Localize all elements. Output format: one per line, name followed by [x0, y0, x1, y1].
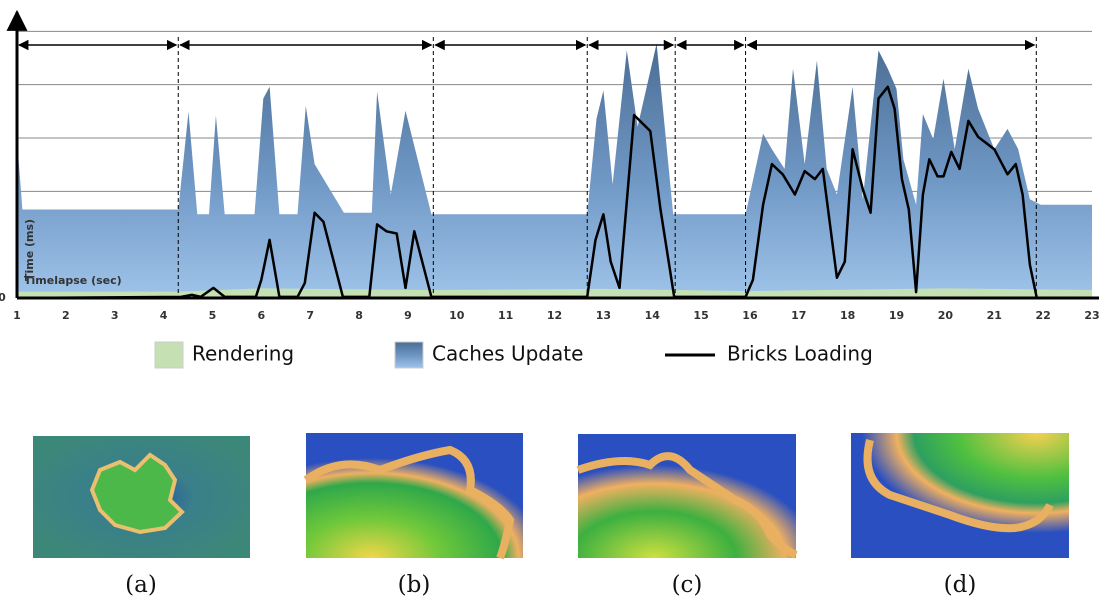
- x-tick-label: 1: [13, 309, 21, 322]
- panel-caption: (a): [125, 572, 157, 598]
- x-tick-label: 14: [645, 309, 661, 322]
- x-tick-label: 10: [449, 309, 465, 322]
- fractal-edge: [863, 439, 1054, 533]
- line: [16, 85, 1092, 300]
- fractal-edge: [576, 452, 798, 559]
- area: [17, 288, 1092, 298]
- x-tick-label: 22: [1035, 309, 1050, 322]
- legend-label: Caches Update: [432, 342, 583, 366]
- panel-images: [33, 433, 1069, 560]
- x-tick-label: 8: [355, 309, 363, 322]
- plot-area: 01 2 3 4 5 6 7 8 9 10 11 12 13 14 15 16 17 18 19 20 21 22 23Re…: [0, 9, 1099, 369]
- x-tick-label: 20: [938, 309, 954, 322]
- x-tick-label: 21: [987, 309, 1002, 322]
- x-tick-label: 11: [498, 309, 513, 322]
- panel-image: [578, 434, 796, 558]
- y-tick-label: 0: [0, 291, 6, 304]
- legend-label: Rendering: [192, 342, 294, 366]
- panel-caption: (b): [398, 572, 431, 598]
- panel-caption: (c): [672, 572, 703, 598]
- x-tick-label: 5: [209, 309, 217, 322]
- fractal-edge: [303, 445, 515, 560]
- legend-label: Bricks Loading: [727, 342, 873, 366]
- x-tick-label: 23: [1084, 309, 1099, 322]
- x-tick-label: 9: [404, 309, 412, 322]
- x-tick-label: 13: [596, 309, 611, 322]
- x-tick-label: 15: [693, 309, 708, 322]
- y-axis-label: Time (ms): [23, 219, 36, 281]
- legend-swatch: [394, 341, 424, 369]
- x-tick-label: 2: [62, 309, 70, 322]
- panel-caption: (d): [944, 572, 977, 598]
- fractal-shape: [89, 452, 185, 535]
- x-tick-label: 17: [791, 309, 806, 322]
- x-tick-label: 16: [742, 309, 758, 322]
- legend-swatch: [154, 341, 184, 369]
- x-tick-label: 19: [889, 309, 904, 322]
- x-tick-label: 6: [257, 309, 265, 322]
- x-axis-label: Timelapse (sec): [24, 274, 122, 287]
- panel-image: [306, 433, 523, 558]
- x-tick-label: 7: [306, 309, 314, 322]
- x-tick-label: 18: [840, 309, 855, 322]
- x-tick-label: 4: [160, 309, 168, 322]
- x-tick-label: 12: [547, 309, 562, 322]
- x-tick-label: 3: [111, 309, 119, 322]
- area: [17, 43, 1092, 298]
